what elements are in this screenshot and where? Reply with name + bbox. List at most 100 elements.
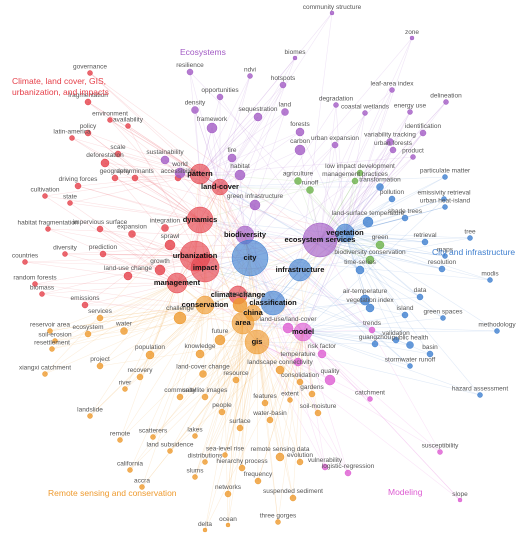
node [99,250,107,258]
edge [117,153,201,175]
node-label: maps [437,247,454,254]
edge [64,253,178,284]
edge [344,141,391,234]
node [120,327,128,335]
node-label: forests [290,121,310,128]
node [231,239,269,277]
edge [114,173,201,179]
node [202,527,208,533]
edge [302,331,376,345]
node-label: state [63,194,77,201]
node-label: distributions [188,453,223,460]
edge [189,71,346,234]
edge [34,282,178,285]
edge [176,282,281,371]
edge [344,232,498,332]
edge [344,232,471,239]
edge [344,37,413,234]
node-label: temperature [280,351,315,358]
edge [252,101,447,314]
node [87,70,93,76]
edge [344,232,397,341]
edge [54,282,178,342]
node [100,158,110,168]
node-label: latin-america [53,129,91,136]
edge [344,198,445,234]
edge [69,202,201,221]
edge [189,71,201,175]
edge [71,137,246,236]
node-label: conservation [182,300,229,309]
edge [231,157,246,236]
edge [256,341,461,501]
edge [344,217,406,234]
node [367,396,373,402]
edge [179,304,206,398]
node-label: services [88,308,113,315]
node [176,393,184,401]
edge [256,341,279,523]
edge [109,119,201,175]
edge [256,341,319,414]
edge [199,116,259,175]
node [375,240,385,250]
node [186,68,194,76]
node [67,200,73,206]
node-label: biodiversity conservation [334,249,406,256]
edge [199,12,333,175]
node [222,452,228,458]
node-label: emissions [71,295,101,302]
node [199,370,207,378]
node-label: landslide [77,407,103,414]
labels: governance fragmentation environmentavaila… [12,4,517,528]
node [260,290,286,316]
node-label: recovery [128,367,154,374]
node [437,449,443,455]
edge [244,234,294,499]
node [356,169,364,177]
edge [99,282,178,367]
node [214,334,226,346]
node-label: vegetation [326,228,364,237]
node [96,314,104,322]
edge [319,112,366,241]
node [167,448,173,454]
edge [123,239,321,332]
node [39,291,45,297]
node-label: countries [12,253,39,260]
edge [344,232,411,346]
edge [219,149,301,188]
node [288,258,312,282]
node [362,216,374,228]
edge [279,331,304,458]
node-label: governance [73,64,107,71]
node [317,349,327,359]
edge [299,269,373,331]
edge [256,341,376,345]
edge [302,331,313,395]
edge [344,141,391,234]
node-label: land subsidence [147,442,194,449]
node [244,329,270,355]
node-label: urban expansion [311,135,359,142]
edge [287,232,346,329]
edge [344,232,406,316]
edge [302,331,371,400]
node-label: policy [80,123,97,130]
node-label: environment [92,111,128,118]
node-label: population [135,344,165,351]
node [477,392,483,398]
node [344,469,352,477]
edge [344,89,393,234]
node [407,363,413,369]
node-label: management [154,278,201,287]
node-label: modis [481,271,499,278]
node [386,138,394,146]
node [195,295,215,315]
node-label: time-series [344,259,377,266]
node [218,408,226,416]
node [442,174,448,180]
node-label: xiangxi catchment [19,365,71,372]
edge [204,104,337,306]
edge [257,331,304,482]
